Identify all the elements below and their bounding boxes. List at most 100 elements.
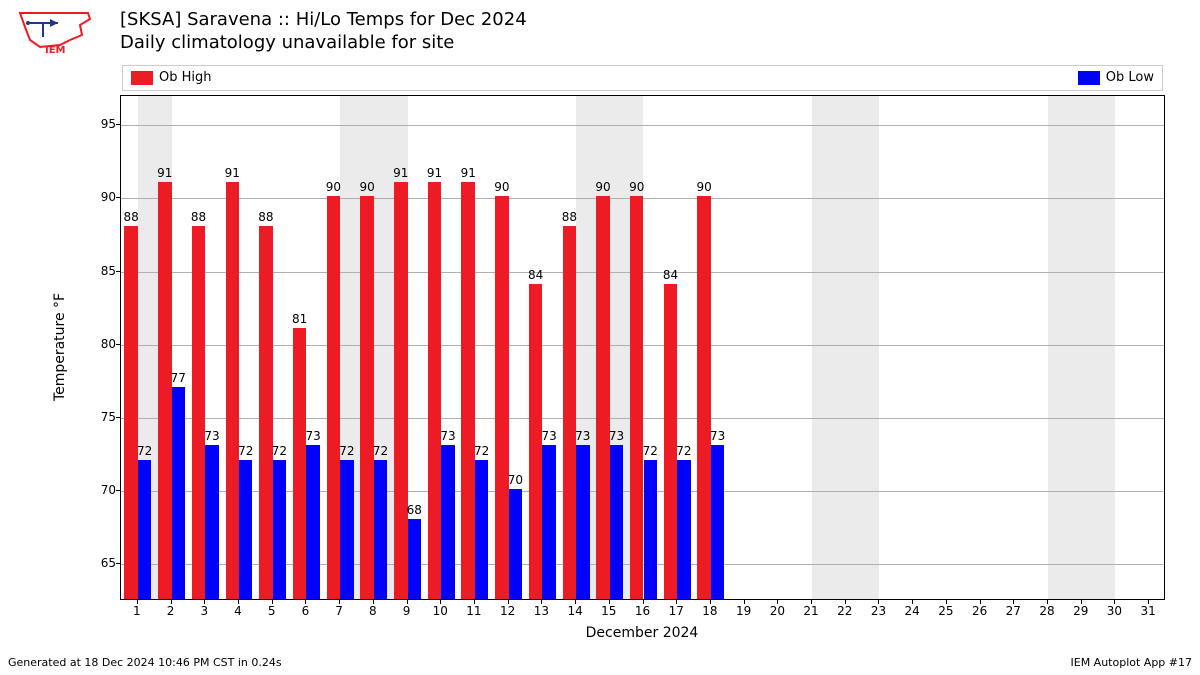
bar-low <box>576 445 589 599</box>
x-tick-mark <box>609 600 610 604</box>
bar-label-high: 91 <box>461 166 476 180</box>
x-tick-label: 20 <box>770 604 785 618</box>
bar-high <box>124 226 137 599</box>
bar-high <box>697 196 710 599</box>
bar-high <box>158 182 171 599</box>
bar-label-high: 84 <box>528 268 543 282</box>
bar-low <box>677 460 690 599</box>
x-tick-mark <box>272 600 273 604</box>
x-tick-mark <box>980 600 981 604</box>
x-tick-mark <box>744 600 745 604</box>
bar-label-high: 88 <box>123 210 138 224</box>
legend-item-low: Ob Low <box>1078 70 1154 85</box>
x-tick-label: 15 <box>601 604 616 618</box>
y-tick-mark <box>116 124 120 125</box>
y-axis-label: Temperature °F <box>52 293 68 401</box>
bar-low <box>239 460 252 599</box>
bar-label-low: 72 <box>643 444 658 458</box>
x-tick-label: 31 <box>1141 604 1156 618</box>
bar-low <box>610 445 623 599</box>
x-tick-mark <box>1114 600 1115 604</box>
bar-high <box>394 182 407 599</box>
y-tick-label: 90 <box>98 190 116 204</box>
title-line-1: [SKSA] Saravena :: Hi/Lo Temps for Dec 2… <box>120 8 527 31</box>
chart-container: IEM [SKSA] Saravena :: Hi/Lo Temps for D… <box>0 0 1200 675</box>
bar-label-high: 81 <box>292 312 307 326</box>
weekend-band <box>812 96 879 599</box>
bar-label-low: 72 <box>272 444 287 458</box>
bar-high <box>192 226 205 599</box>
bar-label-low: 73 <box>306 429 321 443</box>
title-line-2: Daily climatology unavailable for site <box>120 31 527 54</box>
bar-low <box>542 445 555 599</box>
bar-low <box>306 445 319 599</box>
x-tick-mark <box>508 600 509 604</box>
bar-low <box>509 489 522 599</box>
x-tick-mark <box>1148 600 1149 604</box>
x-tick-mark <box>777 600 778 604</box>
bar-label-low: 72 <box>238 444 253 458</box>
x-tick-label: 29 <box>1073 604 1088 618</box>
chart-title: [SKSA] Saravena :: Hi/Lo Temps for Dec 2… <box>120 8 527 55</box>
bar-low <box>340 460 353 599</box>
y-tick-label: 70 <box>98 483 116 497</box>
iem-logo: IEM <box>10 5 100 55</box>
x-tick-mark <box>1081 600 1082 604</box>
x-tick-mark <box>710 600 711 604</box>
bar-label-high: 91 <box>225 166 240 180</box>
x-tick-label: 24 <box>905 604 920 618</box>
bar-high <box>630 196 643 599</box>
gridline <box>121 125 1164 126</box>
plot-area: 8872917788739172887281739072907291689173… <box>120 95 1165 600</box>
x-tick-label: 19 <box>736 604 751 618</box>
legend: Ob High Ob Low <box>122 65 1163 91</box>
bar-label-low: 73 <box>541 429 556 443</box>
x-tick-label: 18 <box>702 604 717 618</box>
x-tick-mark <box>912 600 913 604</box>
x-tick-label: 21 <box>803 604 818 618</box>
bar-high <box>596 196 609 599</box>
y-tick-mark <box>116 563 120 564</box>
bar-high <box>495 196 508 599</box>
x-tick-mark <box>474 600 475 604</box>
bar-label-low: 72 <box>373 444 388 458</box>
bar-low <box>273 460 286 599</box>
x-tick-mark <box>811 600 812 604</box>
legend-label-low: Ob Low <box>1106 70 1154 85</box>
y-tick-label: 95 <box>98 117 116 131</box>
x-tick-label: 4 <box>234 604 242 618</box>
bar-label-high: 90 <box>697 180 712 194</box>
bar-low <box>644 460 657 599</box>
x-tick-mark <box>845 600 846 604</box>
bar-label-high: 91 <box>427 166 442 180</box>
bar-low <box>374 460 387 599</box>
x-tick-label: 14 <box>567 604 582 618</box>
weekend-band <box>1048 96 1115 599</box>
bar-label-low: 73 <box>575 429 590 443</box>
x-tick-label: 23 <box>871 604 886 618</box>
bar-high <box>293 328 306 599</box>
x-tick-mark <box>305 600 306 604</box>
legend-swatch-high <box>131 71 153 85</box>
bar-high <box>428 182 441 599</box>
x-tick-mark <box>643 600 644 604</box>
bar-label-low: 72 <box>137 444 152 458</box>
y-tick-label: 65 <box>98 556 116 570</box>
x-tick-mark <box>204 600 205 604</box>
bar-label-low: 73 <box>710 429 725 443</box>
x-tick-label: 9 <box>403 604 411 618</box>
x-tick-mark <box>373 600 374 604</box>
bar-label-high: 90 <box>629 180 644 194</box>
bar-low <box>711 445 724 599</box>
bar-label-low: 68 <box>407 503 422 517</box>
bar-label-high: 90 <box>595 180 610 194</box>
bar-low <box>172 387 185 599</box>
bar-label-low: 72 <box>339 444 354 458</box>
x-tick-mark <box>171 600 172 604</box>
x-tick-mark <box>1013 600 1014 604</box>
bar-high <box>529 284 542 599</box>
bar-label-high: 90 <box>494 180 509 194</box>
bar-high <box>664 284 677 599</box>
y-tick-mark <box>116 490 120 491</box>
x-tick-mark <box>878 600 879 604</box>
